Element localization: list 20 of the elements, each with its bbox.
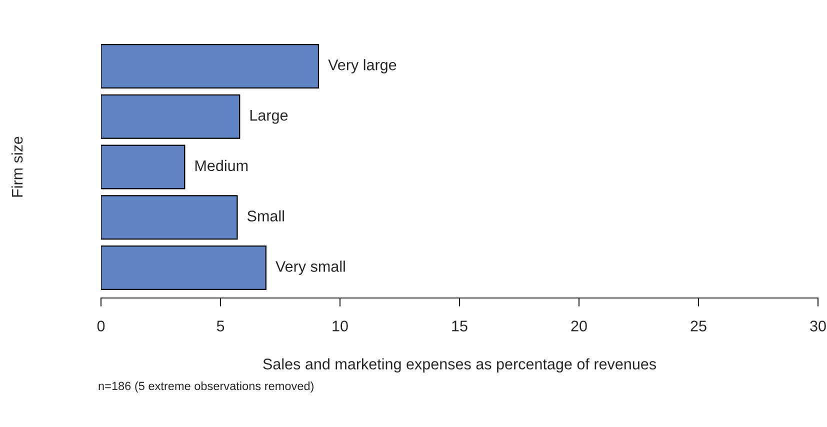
x-tick-label: 25 xyxy=(690,320,706,332)
y-tick-label: Small xyxy=(247,210,284,222)
x-tick-label: 15 xyxy=(452,320,468,332)
bar xyxy=(101,144,186,190)
bar xyxy=(101,44,320,88)
bar xyxy=(101,94,240,139)
x-tick-label: 20 xyxy=(571,320,587,332)
x-tick-label: 10 xyxy=(332,320,348,332)
x-tick-label: 0 xyxy=(97,320,105,332)
y-tick-label: Very large xyxy=(328,59,396,74)
y-tick-label: Very small xyxy=(276,260,345,275)
bar xyxy=(101,246,266,290)
x-tick-label: 5 xyxy=(216,320,224,332)
y-tick-label: Large xyxy=(250,110,288,124)
y-tick-label: Medium xyxy=(195,160,248,172)
bar xyxy=(101,195,238,240)
y-axis-title: Firm size xyxy=(11,136,23,197)
x-axis-title: Sales and marketing expenses as percentage of revenues xyxy=(263,358,656,372)
text: n=186 (5 extreme observations removed) xyxy=(98,381,314,392)
x-tick-label: 30 xyxy=(810,320,826,332)
